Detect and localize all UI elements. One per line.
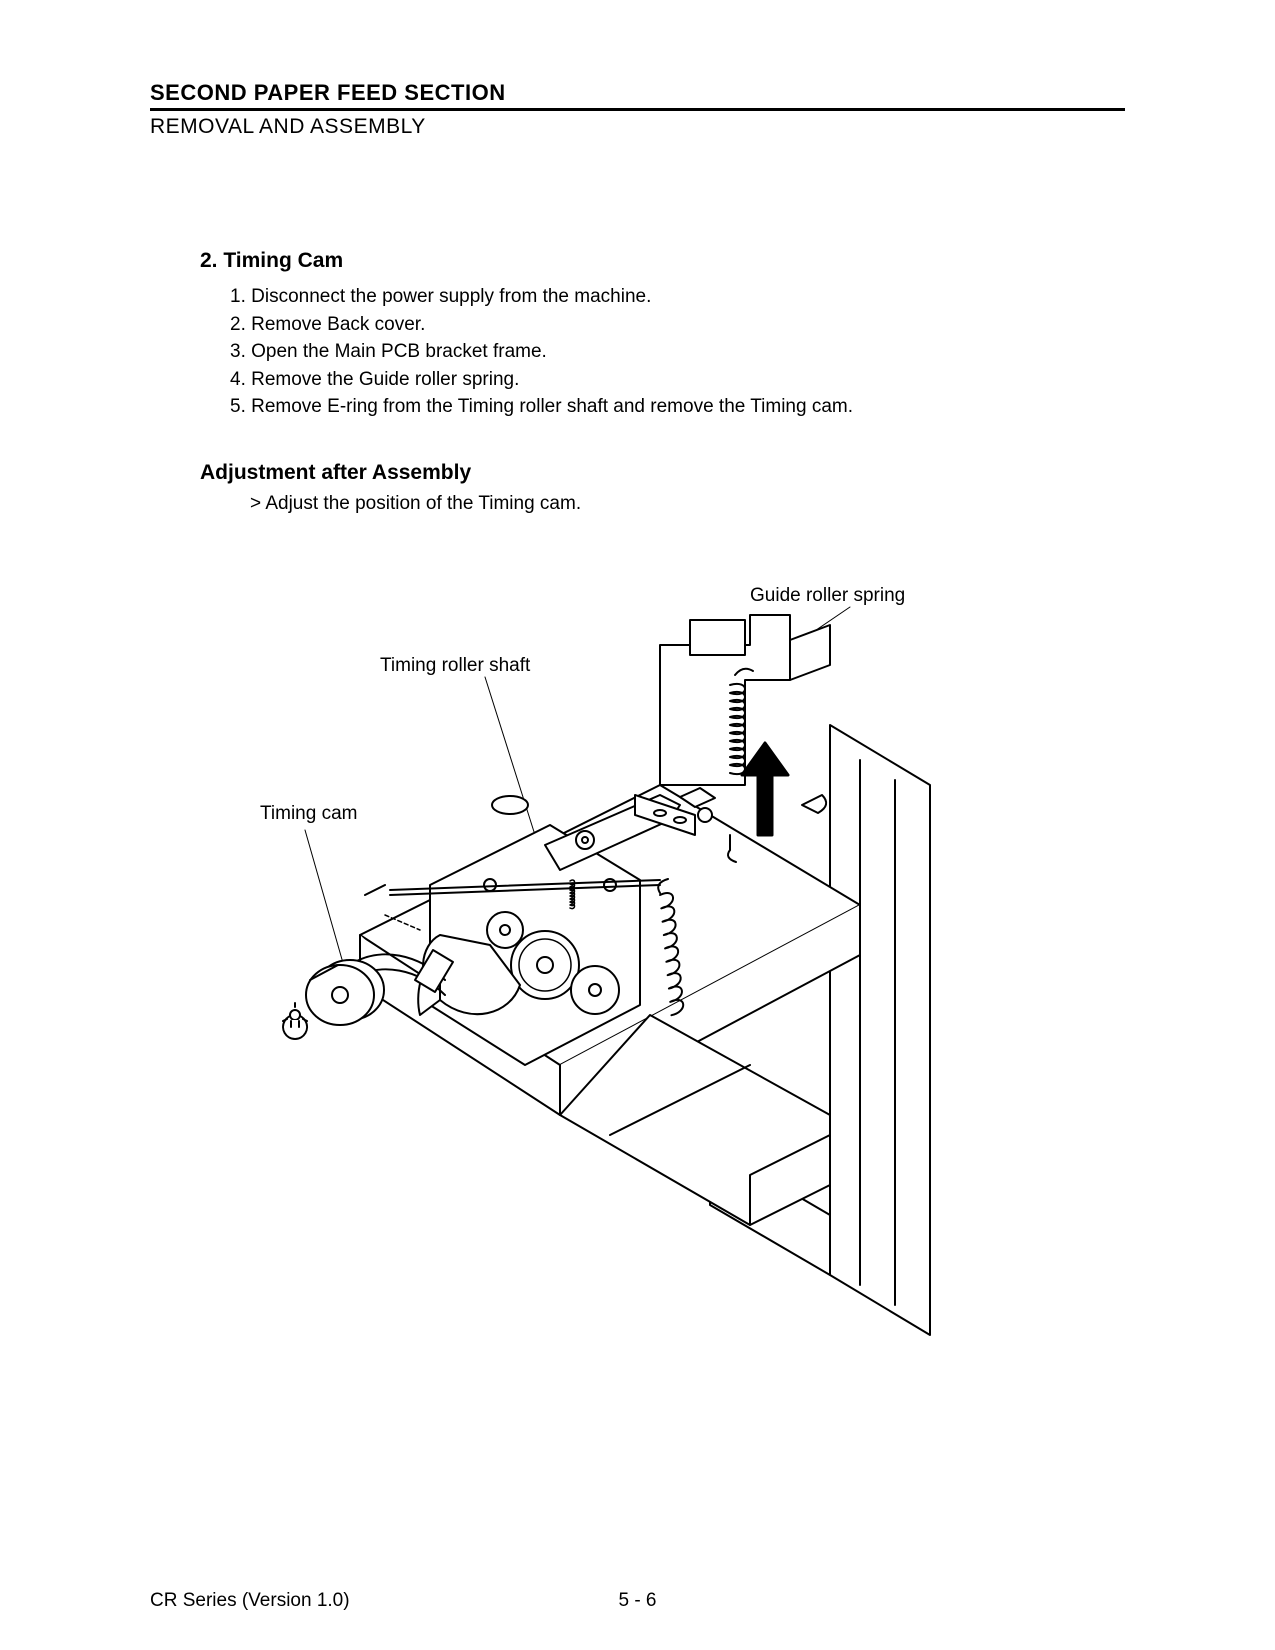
procedure-steps: 1. Disconnect the power supply from the … [230,283,1125,421]
adjustment-text: > Adjust the position of the Timing cam. [250,493,1125,515]
footer-page-number: 5 - 6 [150,1590,1125,1612]
section-title: SECOND PAPER FEED SECTION [150,80,1125,106]
procedure-heading: 2. Timing Cam [200,249,1125,273]
list-item: 3. Open the Main PCB bracket frame. [230,338,1125,366]
adjustment-heading: Adjustment after Assembly [200,461,1125,485]
label-guide-roller-spring: Guide roller spring [750,585,905,607]
label-timing-cam: Timing cam [260,803,357,825]
mechanical-diagram-icon [190,585,1070,1365]
list-item: 5. Remove E-ring from the Timing roller … [230,393,1125,421]
section-subtitle: REMOVAL AND ASSEMBLY [150,115,1125,139]
header-rule [150,108,1125,111]
page: SECOND PAPER FEED SECTION REMOVAL AND AS… [0,0,1275,1650]
label-timing-roller-shaft: Timing roller shaft [380,655,530,677]
list-item: 1. Disconnect the power supply from the … [230,283,1125,311]
list-item: 4. Remove the Guide roller spring. [230,366,1125,394]
figure: Guide roller spring Timing roller shaft … [190,585,1070,1365]
list-item: 2. Remove Back cover. [230,311,1125,339]
header-block: SECOND PAPER FEED SECTION REMOVAL AND AS… [150,80,1125,139]
